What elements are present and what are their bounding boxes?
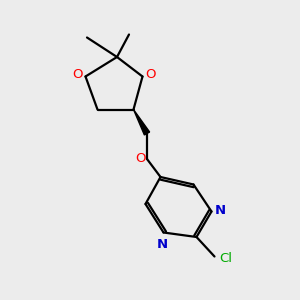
Text: N: N	[156, 238, 168, 251]
Text: O: O	[145, 68, 155, 82]
Text: N: N	[215, 203, 226, 217]
Polygon shape	[134, 110, 150, 135]
Text: O: O	[135, 152, 146, 166]
Text: O: O	[73, 68, 83, 82]
Text: Cl: Cl	[219, 251, 232, 265]
